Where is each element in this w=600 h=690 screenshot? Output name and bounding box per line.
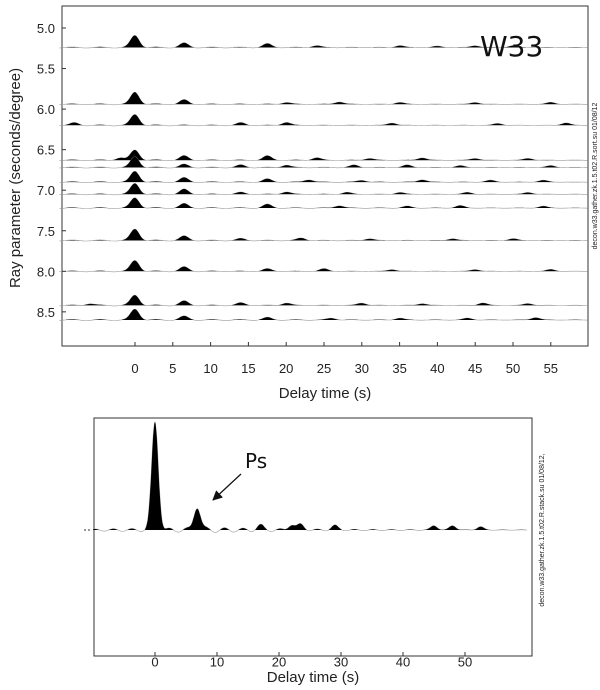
x-tick-label: 50	[506, 361, 520, 376]
stack-x-ticks: 0 10 20 30 40 50	[151, 652, 472, 670]
y-tick-label: 6.0	[37, 102, 55, 117]
gather-trace-fill	[66, 197, 583, 208]
station-label: W33	[480, 30, 543, 63]
ps-arrow	[212, 473, 242, 501]
x-tick-label: 10	[210, 655, 224, 670]
gather-trace-fill	[66, 229, 583, 241]
stack-frame	[93, 417, 533, 657]
gather-trace-fill	[66, 171, 583, 183]
x-tick-label: 40	[430, 361, 444, 376]
x-tick-label: 25	[317, 361, 331, 376]
gather-trace-fill	[66, 183, 583, 195]
gather-trace-fill	[66, 156, 583, 168]
stack-x-axis-label: Delay time (s)	[267, 669, 360, 686]
x-tick-label: 20	[279, 361, 293, 376]
x-tick-label: 45	[468, 361, 482, 376]
gather-frame	[61, 5, 589, 347]
stack-trace-fill	[93, 422, 527, 530]
y-tick-label: 7.0	[37, 183, 55, 198]
x-tick-label: 5	[169, 361, 176, 376]
x-tick-label: 40	[396, 655, 410, 670]
stack-trace	[92, 420, 527, 533]
ps-annotation: Ps	[245, 449, 267, 473]
stack-panel: 0 10 20 30 40 50 Ps Delay time (s) decon.w33.…	[84, 417, 546, 686]
gather-trace-fill	[66, 295, 583, 306]
gather-x-ticks: 0 5 10 15 20 25 30 35 40 45 50 55	[131, 342, 558, 376]
gather-trace-fill	[66, 309, 583, 320]
x-tick-label: 30	[334, 655, 348, 670]
gather-y-ticks: 5.0 5.5 6.0 6.5 7.0 7.5 8.0 8.5	[37, 21, 66, 320]
y-tick-label: 5.5	[37, 62, 55, 77]
y-tick-label: 8.5	[37, 305, 55, 320]
gather-trace-fill	[66, 150, 583, 161]
x-tick-label: 0	[131, 361, 138, 376]
gather-traces	[59, 35, 588, 321]
y-tick-label: 6.5	[37, 143, 55, 158]
stack-side-label: decon.w33.gather.zk.1.5.t02.R.stack.su 0…	[539, 453, 546, 606]
x-tick-label: 35	[392, 361, 406, 376]
x-tick-label: 10	[203, 361, 217, 376]
x-tick-label: 0	[151, 655, 158, 670]
x-tick-label: 20	[272, 655, 286, 670]
y-tick-label: 5.0	[37, 21, 55, 36]
y-tick-label: 8.0	[37, 264, 55, 279]
gather-y-axis-label: Ray parameter (seconds/degree)	[7, 68, 24, 288]
x-tick-label: 15	[241, 361, 255, 376]
x-tick-label: 50	[458, 655, 472, 670]
x-tick-label: 30	[355, 361, 369, 376]
gather-trace-fill	[66, 260, 583, 272]
gather-side-label: decon.w33.gather.zk.1.5.t02.R.sort.su 01…	[592, 103, 599, 250]
y-tick-label: 7.5	[37, 224, 55, 239]
x-tick-label: 55	[544, 361, 558, 376]
gather-trace-fill	[65, 114, 583, 126]
gather-x-axis-label: Delay time (s)	[279, 385, 372, 402]
gather-trace-fill	[66, 92, 583, 105]
gather-panel: 0 5 10 15 20 25 30 35 40 45 50 55 5.0 5.5 6.0 6.5 7.0 7.…	[7, 5, 599, 402]
